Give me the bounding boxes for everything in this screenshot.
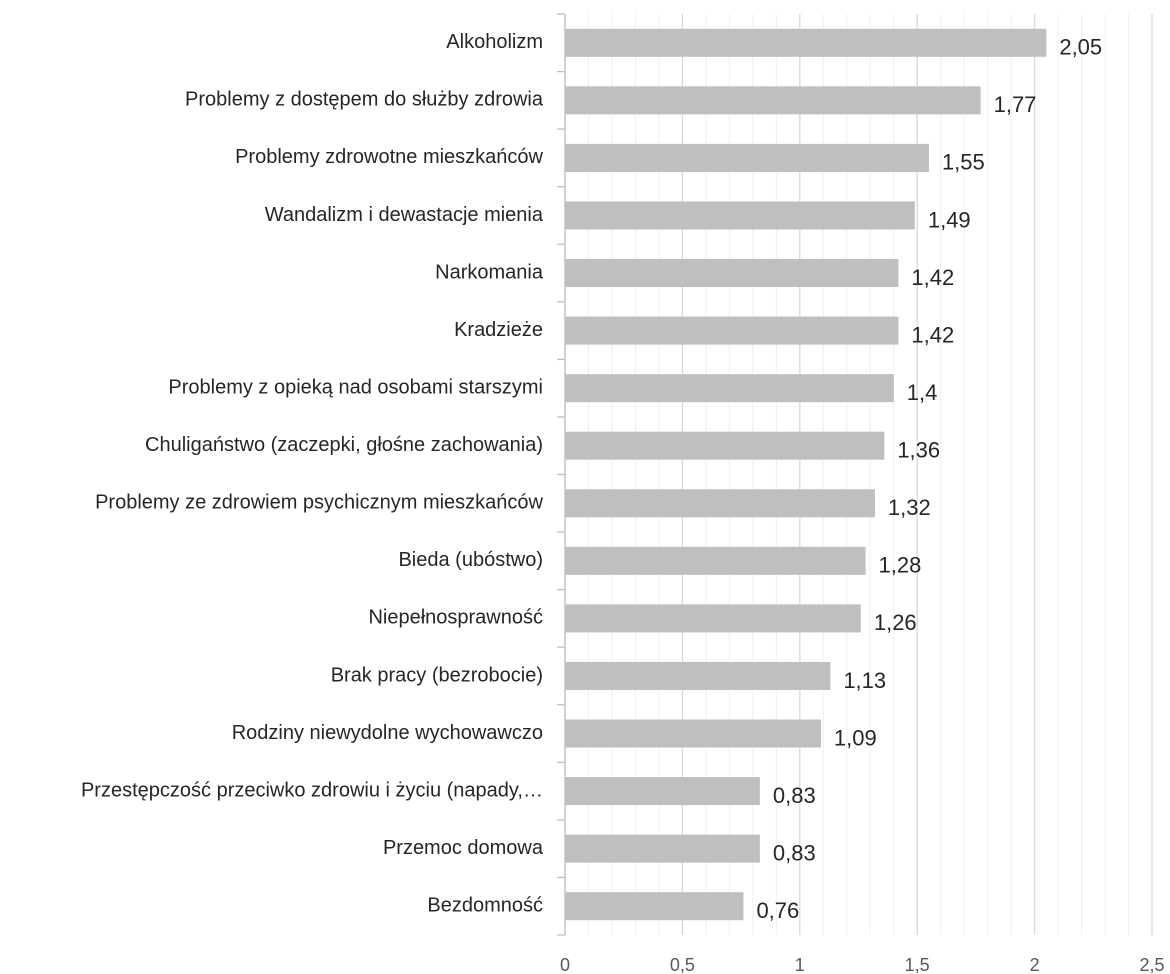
y-tick-label: Rodziny niewydolne wychowawczo — [232, 722, 543, 744]
y-tick-label: Przestępczość przeciwko zdrowiu i życiu … — [81, 779, 543, 801]
bar — [565, 719, 821, 748]
y-tick-label: Problemy z opieką nad osobami starszymi — [168, 376, 543, 398]
value-label: 0,83 — [773, 840, 816, 865]
value-label: 2,05 — [1059, 35, 1102, 60]
x-tick-label: 1 — [795, 955, 805, 974]
x-tick-label: 1,5 — [905, 955, 930, 974]
bar — [565, 892, 744, 921]
value-label: 0,83 — [773, 783, 816, 808]
bar — [565, 259, 899, 288]
x-tick-label: 2 — [1030, 955, 1040, 974]
y-tick-label: Bieda (ubóstwo) — [398, 549, 543, 571]
bar — [565, 661, 831, 690]
y-tick-label: Problemy zdrowotne mieszkańców — [235, 146, 543, 168]
x-tick-label: 0 — [560, 955, 570, 974]
bar — [565, 546, 866, 575]
bar — [565, 777, 760, 806]
x-tick-label: 0,5 — [670, 955, 695, 974]
y-tick-label: Kradzieże — [454, 319, 543, 341]
y-tick-label: Problemy z dostępem do służby zdrowia — [185, 89, 544, 111]
y-tick-label: Narkomania — [435, 261, 544, 283]
y-tick-label: Niepełnosprawność — [368, 607, 543, 629]
value-label: 0,76 — [756, 898, 799, 923]
value-label: 1,42 — [911, 322, 954, 347]
value-label: 1,49 — [928, 207, 971, 232]
y-tick-label: Przemoc domowa — [383, 837, 544, 859]
value-label: 1,55 — [942, 150, 985, 175]
bar — [565, 604, 861, 633]
y-tick-label: Bezdomność — [427, 895, 543, 917]
bar — [565, 316, 899, 345]
bar — [565, 834, 760, 863]
value-label: 1,42 — [911, 265, 954, 290]
value-label: 1,4 — [907, 380, 938, 405]
y-tick-label: Chuligaństwo (zaczepki, głośne zachowani… — [145, 434, 543, 456]
value-label: 1,28 — [879, 553, 922, 578]
value-label: 1,09 — [834, 725, 877, 750]
bar — [565, 86, 981, 115]
bar — [565, 143, 929, 172]
value-label: 1,36 — [897, 438, 940, 463]
value-label: 1,77 — [994, 92, 1037, 117]
y-tick-label: Problemy ze zdrowiem psychicznym mieszka… — [95, 492, 543, 514]
x-tick-label: 2,5 — [1139, 955, 1164, 974]
bar — [565, 201, 915, 230]
bar — [565, 431, 885, 460]
value-label: 1,32 — [888, 495, 931, 520]
value-label: 1,26 — [874, 610, 917, 635]
value-label: 1,13 — [843, 668, 886, 693]
bar — [565, 374, 894, 403]
bar — [565, 28, 1047, 57]
bar — [565, 489, 875, 518]
y-tick-label: Wandalizm i dewastacje mienia — [265, 204, 544, 226]
y-tick-label: Alkoholizm — [446, 31, 543, 53]
y-tick-label: Brak pracy (bezrobocie) — [331, 664, 543, 686]
